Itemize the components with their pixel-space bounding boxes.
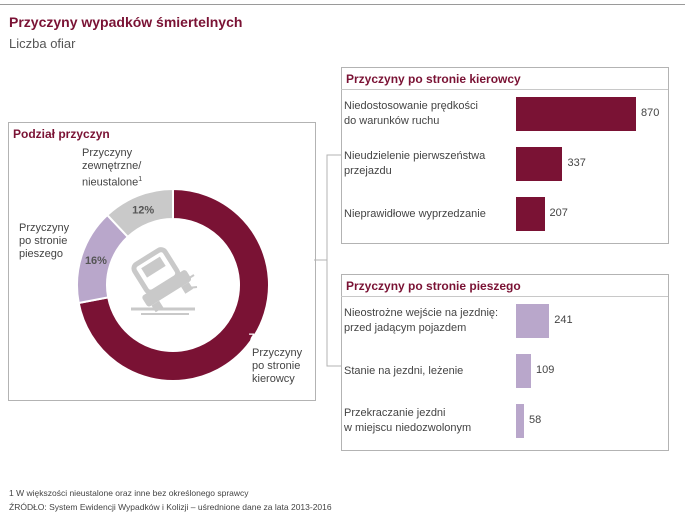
top-rule <box>0 4 685 5</box>
driver-panel-title: Przyczyny po stronie kierowcy <box>346 72 521 86</box>
pedestrian-bar-label: Przekraczanie jezdni w miejscu niedozwolo… <box>344 407 472 434</box>
pedestrian-bar <box>516 304 550 338</box>
pedestrian-panel-divider <box>341 296 668 297</box>
footnote: 1 W większości nieustalone oraz inne bez… <box>9 488 249 498</box>
pedestrian-bar-value: 241 <box>554 314 573 326</box>
page-subtitle: Liczba ofiar <box>9 36 76 51</box>
donut-slice-driver <box>77 187 270 382</box>
driver-bar-label: Nieudzielenie pierwszeństwa przejazdu <box>344 150 486 177</box>
page-title: Przyczyny wypadków śmiertelnych <box>9 14 243 30</box>
pedestrian-bar-value: 109 <box>536 364 555 376</box>
pedestrian-bar <box>516 404 524 438</box>
driver-bar <box>516 147 563 181</box>
pedestrian-bar-value: 58 <box>529 414 542 426</box>
driver-bar-label: Nieprawidłowe wyprzedzanie <box>344 208 486 220</box>
source-note: ŹRÓDŁO: System Ewidencji Wypadków i Koli… <box>9 502 332 512</box>
driver-bar-value: 337 <box>567 157 586 169</box>
donut-value-label-external: 12% <box>132 205 154 217</box>
pedestrian-bar <box>516 354 532 388</box>
pedestrian-bar-label: Nieostrożne wejście na jezdnię: przed jad… <box>344 307 499 334</box>
pedestrian-label: Przyczyny po stronie pieszego <box>19 222 70 260</box>
driver-panel-divider <box>341 89 668 90</box>
donut-slice-external <box>105 187 174 239</box>
driver-bar <box>516 97 636 131</box>
external-label: Przyczyny zewnętrzne/ nieustalone1 <box>82 147 143 189</box>
driver-panel <box>341 67 669 244</box>
driver-bar <box>516 197 545 231</box>
pedestrian-panel-title: Przyczyny po stronie pieszego <box>346 279 521 293</box>
donut-value-label-driver: 72% <box>249 332 271 344</box>
driver-bar-value: 207 <box>549 207 568 219</box>
donut-panel-title: Podział przyczyn <box>13 127 110 141</box>
donut-value-label-pedestrian: 16% <box>85 255 107 267</box>
driver-label: Przyczyny po stronie kierowcy <box>252 347 303 385</box>
driver-bar-label: Niedostosowanie prędkości do warunków ruc… <box>344 100 478 127</box>
pedestrian-bar-label: Stanie na jezdni, leżenie <box>344 365 464 377</box>
pedestrian-panel <box>341 274 669 451</box>
driver-bar-value: 870 <box>641 107 660 119</box>
car-crash-icon <box>131 247 198 315</box>
